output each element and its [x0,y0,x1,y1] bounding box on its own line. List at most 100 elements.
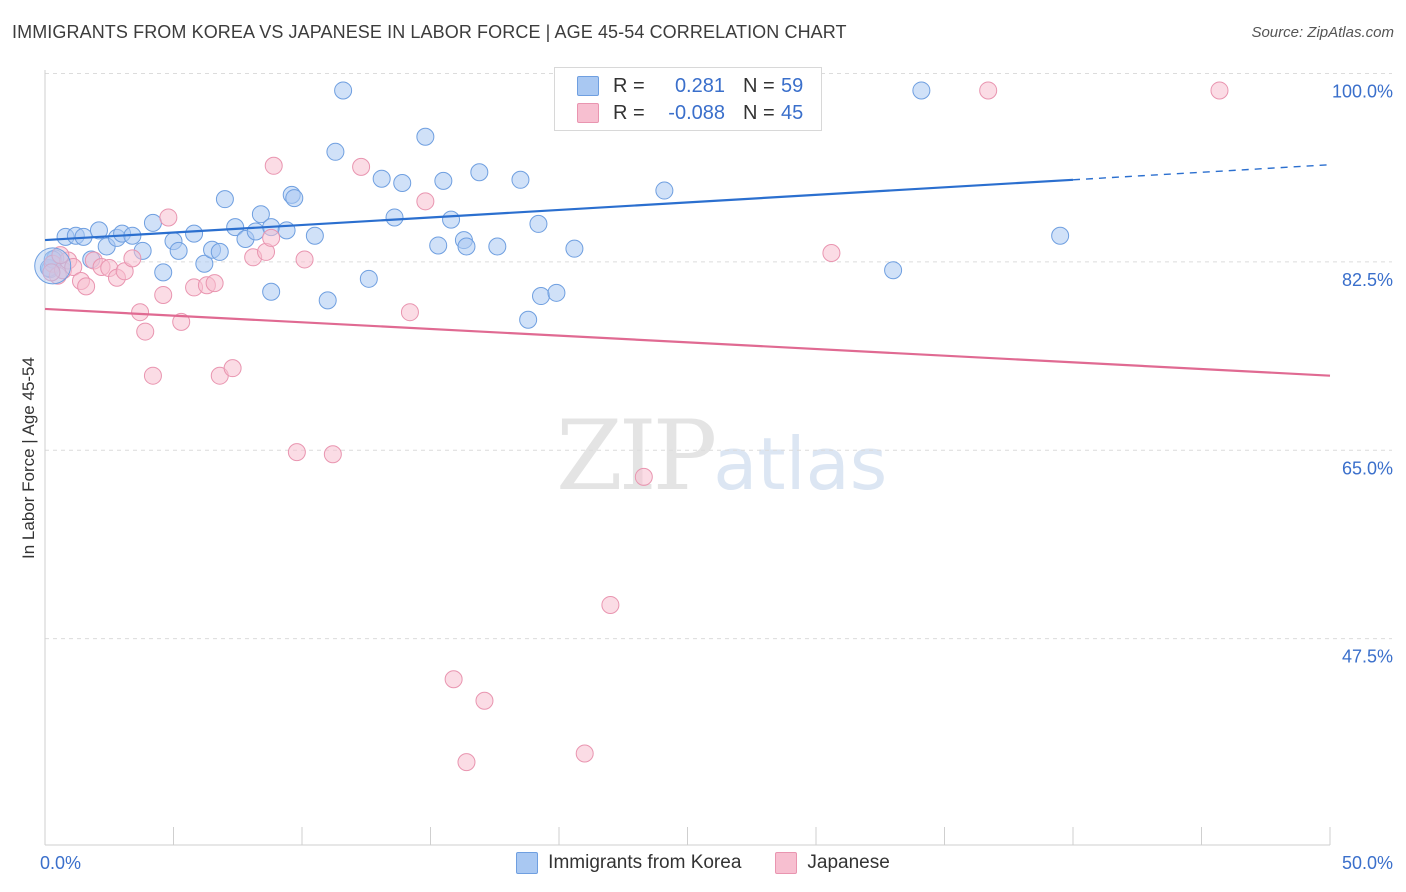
x-tick-label: 0.0% [40,853,81,873]
legend-n-value: 59 [781,74,804,97]
japanese-point [475,691,494,710]
japanese-point [154,285,173,304]
y-axis-label: In Labor Force | Age 45-54 [19,357,38,559]
series-label-japanese: Japanese [807,852,890,873]
korea-point [215,190,234,209]
korea-trend-extension [1072,164,1331,181]
watermark-zip: ZIP [556,400,717,512]
korea-point [511,170,530,189]
series-legend-japanese[interactable]: Japanese [775,852,890,874]
japanese-point [262,228,281,247]
korea-point [442,210,461,229]
japanese-point [159,208,178,227]
korea-point [655,181,674,200]
series-swatch-korea [516,852,539,874]
korea-point [185,224,204,243]
y-tick-label: 65.0% [1342,458,1393,478]
korea-point [372,169,391,188]
series-swatch-japanese [775,852,798,874]
korea-point [305,226,324,245]
japanese-point [42,263,61,282]
japanese-point [979,81,998,100]
legend-r-label: R = [613,101,645,124]
japanese-point [295,250,314,269]
japanese-point [131,303,150,322]
korea-point [393,174,412,193]
japanese-point [77,277,96,296]
series-legend: Immigrants from Korea Japanese [0,852,1406,874]
japanese-point [822,243,841,262]
korea-point [565,239,584,258]
japanese-point [205,274,224,293]
series-label-korea: Immigrants from Korea [548,852,742,873]
japanese-point [223,359,242,378]
legend-n-label: N = [743,74,775,97]
japanese-point [416,192,435,211]
japanese-point [444,670,463,689]
legend-swatch-korea [577,76,599,96]
japanese-trend-line [44,307,1331,377]
korea-point [488,237,507,256]
chart-title: IMMIGRANTS FROM KOREA VS JAPANESE IN LAB… [12,22,847,42]
data-points [34,79,1229,772]
japanese-point [352,157,371,176]
japanese-point [264,156,283,175]
watermark: ZIPatlas [556,400,887,512]
korea-point [210,242,229,261]
japanese-point [323,445,342,464]
korea-point [326,142,345,161]
korea-point [143,213,162,232]
korea-point [529,214,548,233]
japanese-point [123,249,142,268]
japanese-point [136,322,155,341]
tick-labels: 100.0% 82.5% 65.0% 47.5% 0.0% 50.0% In Labor F… [19,82,1393,873]
korea-point [547,283,566,302]
japanese-point [172,312,191,331]
legend-row-korea: R = 0.281 N = 59 [577,74,803,98]
legend-row-japanese: R = -0.088 N = 45 [577,101,803,125]
korea-point [262,282,281,301]
correlation-legend: R = 0.281 N = 59 R = -0.088 N = 45 [554,67,822,131]
korea-point [154,263,173,282]
series-legend-korea[interactable]: Immigrants from Korea [516,852,741,874]
korea-point [226,218,245,237]
korea-point [285,189,304,208]
korea-point [429,236,448,255]
watermark-atlas: atlas [713,422,888,506]
japanese-point [143,366,162,385]
x-tick-label: 50.0% [1342,853,1393,873]
korea-trend-line [44,178,1074,242]
trend-lines [44,164,1331,377]
source-label: Source: ZipAtlas.com [1251,24,1394,41]
korea-point [884,261,903,280]
legend-r-value: -0.088 [668,101,725,124]
korea-point [416,127,435,146]
legend-r-label: R = [613,74,645,97]
korea-point [532,287,551,306]
legend-r-value: 0.281 [674,74,725,97]
axes [44,70,1331,846]
korea-point [470,163,489,182]
korea-point [318,291,337,310]
korea-point [434,171,453,190]
korea-point [1051,226,1070,245]
korea-point [385,208,404,227]
japanese-point [64,257,83,276]
korea-point [169,241,188,260]
y-tick-label: 100.0% [1332,82,1393,102]
korea-point [912,81,931,100]
korea-point [457,237,476,256]
japanese-point [400,303,419,322]
korea-point [359,269,378,288]
korea-point [251,205,270,224]
legend-n-value: 45 [781,101,804,124]
gridlines [45,73,1392,640]
japanese-point [634,467,653,486]
japanese-point [51,246,70,265]
korea-point [89,221,108,240]
y-tick-label: 82.5% [1342,270,1393,290]
japanese-point [601,595,620,614]
korea-point [519,310,538,329]
korea-point [246,222,265,241]
